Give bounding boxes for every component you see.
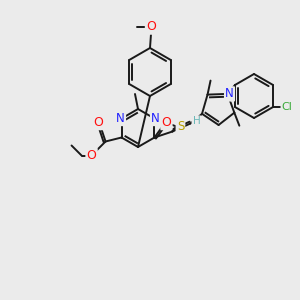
Text: O: O: [94, 116, 103, 129]
Text: N: N: [151, 112, 160, 125]
Text: O: O: [87, 149, 97, 162]
Text: N: N: [225, 87, 234, 101]
Text: Cl: Cl: [282, 102, 292, 112]
Text: N: N: [116, 112, 125, 125]
Text: S: S: [177, 120, 184, 133]
Text: O: O: [146, 20, 156, 34]
Text: H: H: [193, 116, 200, 127]
Text: O: O: [161, 116, 171, 129]
